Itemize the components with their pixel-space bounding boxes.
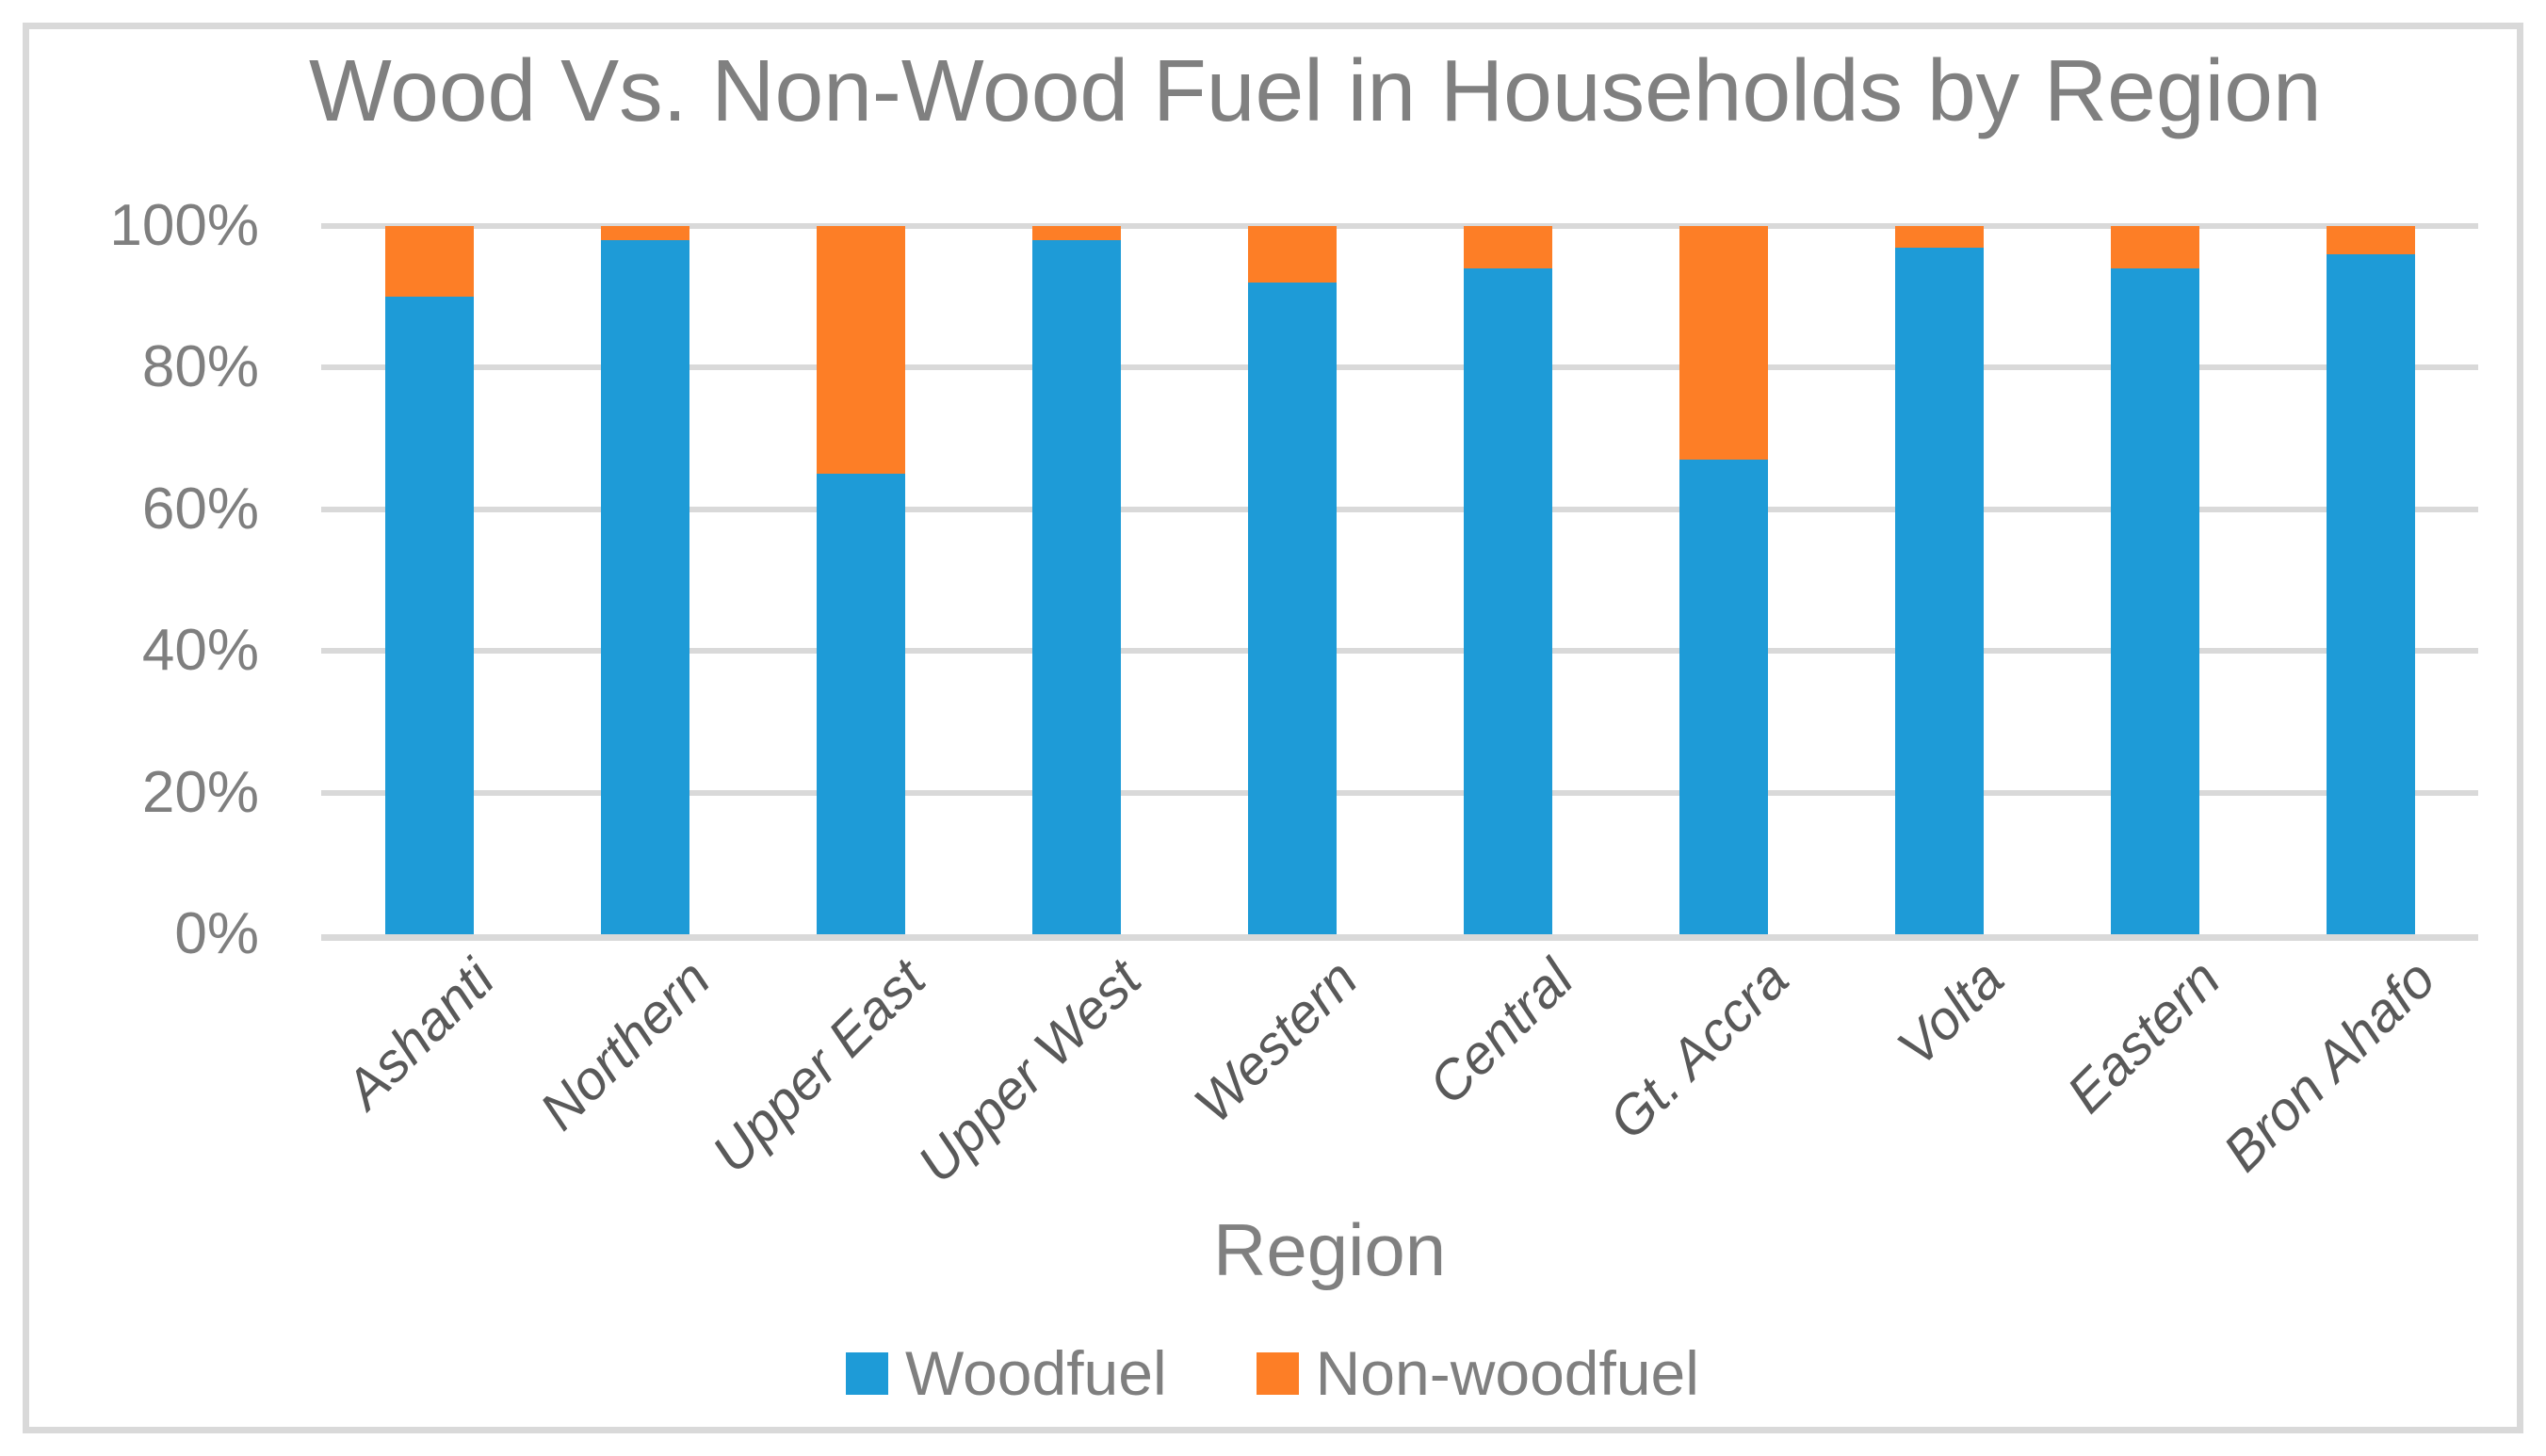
- x-axis-title: Region: [1213, 1208, 1447, 1291]
- bar-group-western: [1247, 226, 1337, 934]
- bar-group-northern: [600, 226, 689, 934]
- bar-segment-woodfuel-western: [1247, 283, 1337, 934]
- gridline-40pct: [321, 648, 2478, 655]
- bar-segment-non-woodfuel-upper-west: [1031, 226, 1121, 241]
- bar-segment-non-woodfuel-eastern: [2110, 226, 2199, 269]
- bar-group-ashanti: [384, 226, 474, 934]
- legend: Woodfuel Non-woodfuel: [846, 1337, 1699, 1409]
- bar-group-upper-west: [1031, 226, 1121, 934]
- gridline-20pct: [321, 789, 2478, 796]
- y-axis-tick-label: 20%: [141, 759, 259, 825]
- legend-item-woodfuel: Woodfuel: [846, 1337, 1167, 1409]
- bar-segment-non-woodfuel-volta: [1894, 226, 1984, 248]
- bar-segment-non-woodfuel-gt-accra: [1678, 226, 1768, 461]
- bar-segment-woodfuel-upper-east: [816, 474, 905, 934]
- bar-segment-non-woodfuel-bron-ahafo: [2326, 226, 2415, 255]
- bar-segment-woodfuel-bron-ahafo: [2326, 254, 2415, 934]
- bar-segment-woodfuel-eastern: [2110, 268, 2199, 934]
- bar-group-upper-east: [816, 226, 905, 934]
- y-axis-tick-label: 80%: [141, 334, 259, 400]
- bar-segment-non-woodfuel-central: [1463, 226, 1552, 269]
- bar-segment-woodfuel-gt-accra: [1678, 460, 1768, 934]
- bar-segment-non-woodfuel-upper-east: [816, 226, 905, 475]
- legend-swatch-woodfuel: [846, 1351, 888, 1395]
- bar-group-gt-accra: [1678, 226, 1768, 934]
- bar-group-bron-ahafo: [2326, 226, 2415, 934]
- bar-segment-non-woodfuel-western: [1247, 226, 1337, 283]
- bar-group-volta: [1894, 226, 1984, 934]
- gridline-100pct: [321, 223, 2478, 229]
- chart-border-frame: [23, 23, 2523, 1433]
- legend-item-non-woodfuel: Non-woodfuel: [1256, 1337, 1699, 1409]
- bar-segment-woodfuel-volta: [1894, 247, 1984, 934]
- y-axis-tick-label: 100%: [109, 193, 259, 258]
- bar-segment-woodfuel-ashanti: [384, 297, 474, 934]
- bar-segment-non-woodfuel-northern: [600, 226, 689, 241]
- bar-group-central: [1463, 226, 1552, 934]
- gridline-60pct: [321, 506, 2478, 512]
- bar-group-eastern: [2110, 226, 2199, 934]
- legend-swatch-non-woodfuel: [1256, 1351, 1299, 1395]
- legend-label-woodfuel: Woodfuel: [905, 1338, 1167, 1408]
- y-axis-tick-label: 60%: [141, 476, 259, 542]
- gridline-0pct: [321, 934, 2478, 941]
- bar-segment-woodfuel-upper-west: [1031, 240, 1121, 934]
- bar-segment-non-woodfuel-ashanti: [384, 226, 474, 298]
- chart-title: Wood Vs. Non-Wood Fuel in Households by …: [309, 41, 2322, 139]
- bar-segment-woodfuel-northern: [600, 240, 689, 934]
- bar-segment-woodfuel-central: [1463, 268, 1552, 934]
- gridline-80pct: [321, 364, 2478, 371]
- y-axis-tick-label: 40%: [141, 618, 259, 684]
- legend-label-non-woodfuel: Non-woodfuel: [1315, 1338, 1699, 1408]
- y-axis-tick-label: 0%: [174, 901, 259, 966]
